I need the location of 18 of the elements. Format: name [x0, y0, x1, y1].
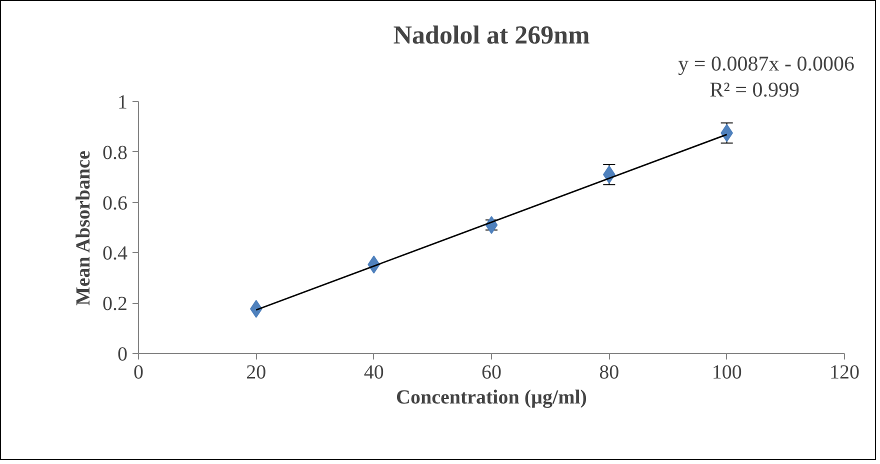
- y-tick-label: 0: [118, 344, 128, 366]
- y-tick-label: 1: [118, 92, 128, 114]
- x-tick-label: 120: [830, 362, 860, 384]
- y-axis-title: Mean Absorbance: [72, 150, 94, 306]
- y-tick-label: 0.2: [102, 293, 128, 316]
- x-tick-label: 80: [599, 362, 620, 384]
- chart-title: Nadolol at 269nm: [393, 20, 590, 50]
- x-tick-label: 0: [134, 362, 144, 384]
- x-axis-title: Concentration (µg/ml): [396, 386, 587, 408]
- x-tick-label: 60: [482, 362, 502, 384]
- text: y = 0.0087x - 0.0006: [678, 52, 855, 76]
- y-tick-label: 0.8: [102, 142, 128, 164]
- x-tick-label: 20: [246, 362, 266, 384]
- y-tick-label: 0.4: [102, 242, 128, 265]
- x-tick-label: 40: [364, 362, 384, 384]
- x-tick-label: 100: [712, 362, 742, 384]
- y-tick-label: 0.6: [102, 192, 128, 214]
- annotation: R² = 0.999: [710, 78, 800, 102]
